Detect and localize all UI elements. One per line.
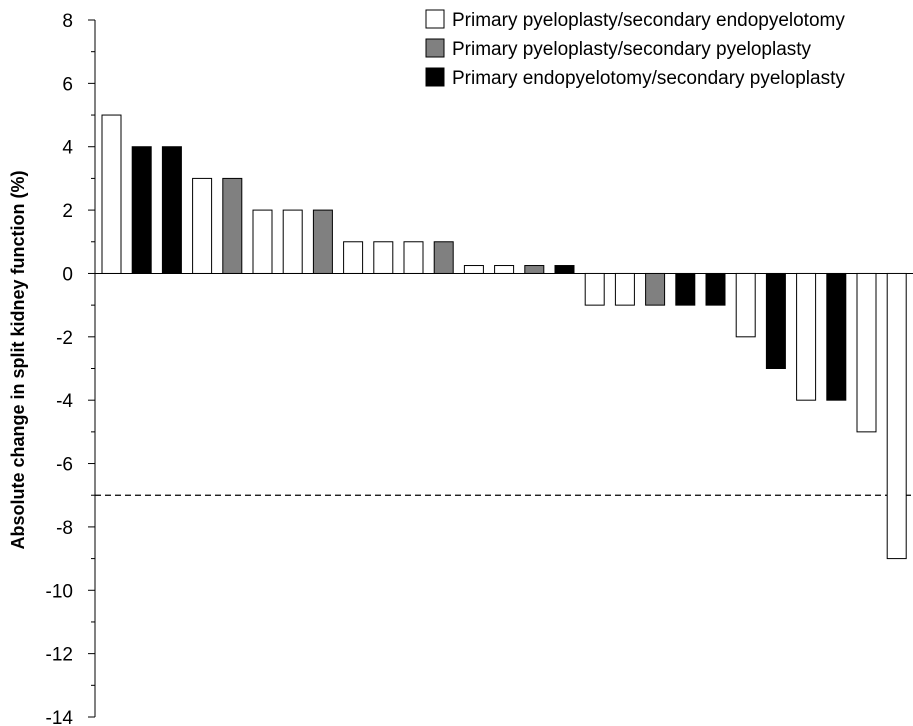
y-tick-label: -2: [56, 328, 73, 349]
legend-label: Primary endopyelotomy/secondary pyelopla…: [452, 68, 845, 89]
y-axis: -14 -12 -10 -8 -6 -4 -2 0 2 4 6 8: [46, 11, 96, 726]
bar: [433, 241, 454, 274]
bar: [796, 272, 817, 401]
legend-swatch: [425, 38, 445, 58]
bar: [403, 241, 424, 274]
bar: [312, 209, 333, 274]
y-tick-label: -4: [56, 391, 73, 412]
bar: [131, 146, 152, 274]
bar: [856, 272, 877, 433]
bar: [735, 272, 756, 338]
y-tick-label: -14: [46, 708, 74, 726]
y-tick-label: -10: [46, 581, 73, 602]
bar: [463, 265, 484, 274]
bar: [282, 209, 303, 274]
bar: [222, 177, 243, 274]
bars: [101, 114, 907, 560]
bar: [524, 265, 545, 274]
y-tick-label: -8: [56, 518, 73, 539]
y-tick-label: 6: [62, 74, 73, 95]
legend: Primary pyeloplasty/secondary endopyelot…: [425, 9, 845, 89]
legend-swatch: [425, 9, 445, 29]
y-tick-label: 8: [62, 11, 73, 32]
bar: [645, 272, 666, 306]
y-tick-label: 4: [62, 138, 73, 159]
bar: [192, 177, 213, 274]
bar: [494, 265, 515, 274]
bar: [343, 241, 364, 274]
bar: [584, 272, 605, 306]
bar: [826, 272, 847, 401]
legend-label: Primary pyeloplasty/secondary endopyelot…: [452, 10, 845, 31]
bar: [886, 272, 907, 560]
y-axis-label: Absolute change in split kidney function…: [8, 170, 28, 549]
bar: [554, 265, 575, 274]
legend-label: Primary pyeloplasty/secondary pyeloplast…: [452, 39, 812, 60]
y-tick-label: -12: [46, 645, 73, 666]
y-tick-label: -6: [56, 455, 73, 476]
bar: [161, 146, 182, 274]
bar: [765, 272, 786, 370]
bar: [373, 241, 394, 274]
bar: [614, 272, 635, 306]
legend-swatch: [425, 67, 445, 87]
bar: [675, 272, 696, 306]
y-tick-label: 2: [62, 201, 73, 222]
bar: [252, 209, 273, 274]
y-tick-label: 0: [62, 264, 73, 285]
bar: [101, 114, 122, 274]
bar: [705, 272, 726, 306]
